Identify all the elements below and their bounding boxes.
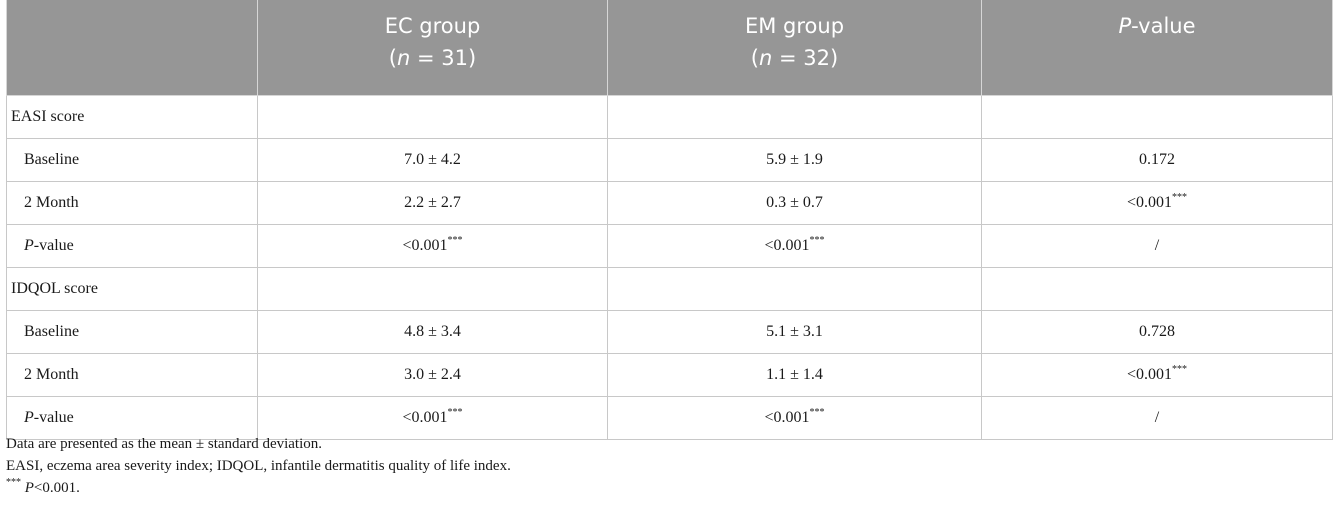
header-em-count: (n = 32) bbox=[750, 46, 839, 70]
p-value-cell: <0.001*** bbox=[981, 353, 1333, 397]
em-cell bbox=[607, 267, 982, 311]
table-row: Baseline 4.8 ± 3.4 5.1 ± 3.1 0.728 bbox=[6, 310, 1333, 354]
ec-cell bbox=[257, 95, 608, 139]
footnote-1: Data are presented as the mean ± standar… bbox=[6, 436, 323, 452]
em-cell: <0.001*** bbox=[607, 396, 982, 440]
ec-cell: 4.8 ± 3.4 bbox=[257, 310, 608, 354]
em-cell: 5.9 ± 1.9 bbox=[607, 138, 982, 182]
em-cell bbox=[607, 95, 982, 139]
header-em-label: EM group bbox=[744, 14, 845, 38]
header-ec-group: EC group (n = 31) bbox=[257, 0, 608, 96]
row-label: P-value bbox=[6, 396, 258, 440]
ec-cell: <0.001*** bbox=[257, 224, 608, 268]
results-table-container: EC group (n = 31) EM group (n = 32) P-va… bbox=[6, 0, 1333, 440]
header-ec-label: EC group bbox=[384, 14, 481, 38]
table-row: IDQOL score bbox=[6, 267, 1333, 311]
table-row: Baseline 7.0 ± 4.2 5.9 ± 1.9 0.172 bbox=[6, 138, 1333, 182]
em-cell: 0.3 ± 0.7 bbox=[607, 181, 982, 225]
row-label: 2 Month bbox=[6, 353, 258, 397]
row-label: P-value bbox=[6, 224, 258, 268]
section-label: IDQOL score bbox=[6, 267, 258, 311]
table-row: P-value <0.001*** <0.001*** / bbox=[6, 396, 1333, 440]
ec-cell: 2.2 ± 2.7 bbox=[257, 181, 608, 225]
em-cell: 1.1 ± 1.4 bbox=[607, 353, 982, 397]
ec-cell: 3.0 ± 2.4 bbox=[257, 353, 608, 397]
row-label: Baseline bbox=[6, 310, 258, 354]
em-cell: <0.001*** bbox=[607, 224, 982, 268]
p-value-cell: <0.001*** bbox=[981, 181, 1333, 225]
table-row: P-value <0.001*** <0.001*** / bbox=[6, 224, 1333, 268]
header-empty-cell bbox=[6, 0, 258, 96]
p-value-cell: / bbox=[981, 396, 1333, 440]
header-ec-count: (n = 31) bbox=[388, 46, 477, 70]
footnote-3: *** P<0.001. bbox=[6, 477, 80, 497]
ec-cell bbox=[257, 267, 608, 311]
table-row: 2 Month 2.2 ± 2.7 0.3 ± 0.7 <0.001*** bbox=[6, 181, 1333, 225]
ec-cell: <0.001*** bbox=[257, 396, 608, 440]
table-row: 2 Month 3.0 ± 2.4 1.1 ± 1.4 <0.001*** bbox=[6, 353, 1333, 397]
p-value-cell bbox=[981, 95, 1333, 139]
ec-cell: 7.0 ± 4.2 bbox=[257, 138, 608, 182]
header-em-group: EM group (n = 32) bbox=[607, 0, 982, 96]
footnote-2: EASI, eczema area severity index; IDQOL,… bbox=[6, 458, 511, 474]
row-label: Baseline bbox=[6, 138, 258, 182]
table-footnotes: Data are presented as the mean ± standar… bbox=[6, 433, 511, 499]
section-label: EASI score bbox=[6, 95, 258, 139]
header-p-value: P-value bbox=[981, 0, 1333, 96]
em-cell: 5.1 ± 3.1 bbox=[607, 310, 982, 354]
results-table: EC group (n = 31) EM group (n = 32) P-va… bbox=[6, 0, 1333, 440]
p-value-cell: / bbox=[981, 224, 1333, 268]
row-label: 2 Month bbox=[6, 181, 258, 225]
table-header-row: EC group (n = 31) EM group (n = 32) P-va… bbox=[6, 0, 1333, 96]
p-value-cell bbox=[981, 267, 1333, 311]
p-value-cell: 0.728 bbox=[981, 310, 1333, 354]
table-row: EASI score bbox=[6, 95, 1333, 139]
p-value-cell: 0.172 bbox=[981, 138, 1333, 182]
